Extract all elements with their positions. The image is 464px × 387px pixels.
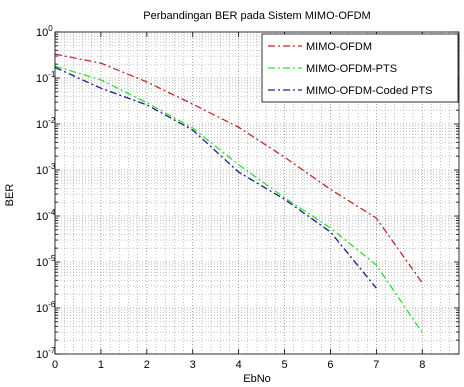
legend-label-mimo-ofdm-coded-pts: MIMO-OFDM-Coded PTS [306,85,433,97]
ytick-label-exponent: -3 [48,162,56,171]
series-line-mimo-ofdm-pts [55,65,423,334]
series-line-mimo-ofdm [55,53,423,284]
legend: MIMO-OFDM MIMO-OFDM-PTS MIMO-OFDM-Coded … [261,33,459,103]
ytick-label-base: 10 [36,27,48,39]
ytick-label-exponent: -6 [48,300,56,309]
chart-title: Perbandingan BER pada Sistem MIMO-OFDM [143,10,370,22]
series-line-mimo-ofdm-coded-pts [55,66,377,289]
x-tick-labels: 0 1 2 3 4 5 6 7 8 [52,359,425,371]
xtick-label: 7 [373,359,379,371]
ytick-label: 100 [36,24,53,39]
ytick-label-base: 10 [36,257,48,269]
xtick-label: 1 [98,359,104,371]
axes-box [54,31,460,355]
ytick-label-exponent: -5 [48,254,56,263]
ytick-label-exponent: -7 [48,346,56,355]
ytick-label-base: 10 [36,73,48,85]
ytick-label-base: 10 [36,303,48,315]
xtick-label: 3 [190,359,196,371]
ytick-label: 10-6 [36,300,56,315]
ytick-label-exponent: -1 [48,70,56,79]
y-axis-label: BER [4,184,16,207]
ytick-label: 10-2 [36,116,56,131]
ytick-label-exponent: -4 [48,208,56,217]
ytick-label: 10-4 [36,208,56,223]
ytick-label-base: 10 [36,165,48,177]
ytick-label: 10-7 [36,346,56,361]
ytick-label-exponent: -2 [48,116,56,125]
xtick-label: 2 [144,359,150,371]
xtick-label: 4 [236,359,242,371]
ytick-label: 10-1 [36,70,56,85]
x-axis-label: EbNo [243,373,271,385]
ytick-label-base: 10 [36,119,48,131]
legend-label-mimo-ofdm: MIMO-OFDM [306,41,372,53]
xtick-label: 8 [419,359,425,371]
legend-label-mimo-ofdm-pts: MIMO-OFDM-PTS [306,63,397,75]
ytick-label: 10-5 [36,254,56,269]
ytick-label: 10-3 [36,162,56,177]
xtick-label: 6 [327,359,333,371]
ytick-label-base: 10 [36,211,48,223]
ytick-label-base: 10 [36,349,48,361]
xtick-label: 5 [281,359,287,371]
series-layer [55,53,423,334]
xtick-label: 0 [52,359,58,371]
ytick-label-exponent: 0 [48,24,53,33]
